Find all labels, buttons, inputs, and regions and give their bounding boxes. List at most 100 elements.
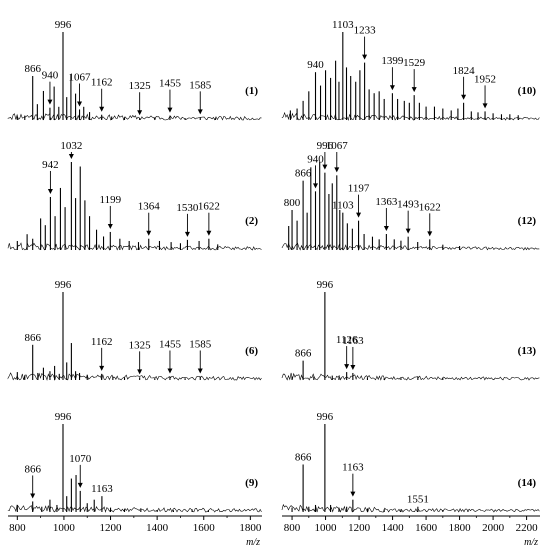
tick-label: 1400 [382, 522, 405, 534]
left-x-axis: 800 1000 1200 1400 1600 1800 m/z [8, 515, 262, 548]
tick-label: 2200 [516, 522, 539, 534]
peak-arrowhead [313, 183, 319, 189]
peak-label: 1067 [69, 71, 92, 83]
peak-label: 1455 [159, 78, 182, 90]
peak-label: 1197 [348, 183, 370, 195]
peak-label: 1364 [138, 201, 161, 213]
peak-label: 1551 [407, 494, 429, 506]
peak-label: 996 [55, 19, 72, 31]
right-x-axis: 800 1000 1200 1400 1600 1800 2000 2200 m/z [282, 515, 540, 548]
panel-label: (14) [518, 477, 537, 489]
peak-arrowhead [30, 493, 36, 499]
peak-label: 1824 [453, 65, 476, 77]
peak-arrowhead [197, 368, 203, 374]
tick-label: 1000 [315, 522, 338, 534]
peak-arrowhead [107, 223, 113, 229]
peak-arrowhead [334, 167, 340, 173]
spectrum-noise-trace [7, 242, 262, 251]
spectrum-panel-1: 866 996 940 1067 1162 1325 1455 1585 (1) [7, 19, 262, 121]
peak-arrowhead [184, 231, 190, 237]
peak-label: 942 [42, 159, 59, 171]
peak-label: 866 [295, 168, 312, 180]
peak-label: 866 [295, 451, 312, 463]
tick-label: 1000 [53, 522, 76, 534]
panel-label: (12) [518, 215, 537, 227]
peak-arrowhead [411, 87, 417, 93]
spectrum-noise-trace [281, 242, 540, 251]
spectrum-panel-9: 996 866 1070 1163 (9) [7, 411, 262, 513]
peak-arrowhead [137, 369, 143, 375]
peak-arrowhead [68, 154, 74, 159]
peak-label: 940 [307, 153, 324, 165]
peak-label: 866 [24, 63, 41, 75]
peak-arrowhead [197, 109, 203, 115]
peak-label: 1163 [91, 483, 113, 495]
tick-label: 1800 [239, 522, 262, 534]
peak-arrowhead [356, 212, 362, 218]
peak-arrowhead [47, 99, 53, 105]
tick-label: 2000 [482, 522, 505, 534]
peak-label: 1585 [189, 79, 212, 91]
peak-label: 1585 [189, 338, 212, 350]
peak-arrowhead [167, 368, 173, 374]
peak-label: 1399 [381, 55, 404, 67]
tick-label: 1200 [348, 522, 371, 534]
spectrum-noise-trace [281, 372, 540, 381]
peak-label: 996 [317, 279, 334, 291]
peak-label: 866 [24, 463, 41, 475]
tick-label: 800 [9, 522, 26, 534]
peak-arrowhead [344, 364, 350, 370]
axis-unit: m/z [524, 537, 538, 548]
peak-arrowhead [99, 365, 105, 371]
panel-label: (1) [245, 85, 258, 97]
peak-arrowhead [47, 188, 53, 194]
peak-label: 1067 [326, 140, 349, 152]
peak-label: 866 [295, 348, 312, 360]
peak-label: 1493 [397, 199, 420, 211]
panel-label: (9) [245, 477, 258, 489]
peak-label: 1162 [91, 336, 113, 348]
peak-arrowhead [137, 110, 143, 116]
peak-label: 996 [317, 411, 334, 423]
peak-arrowhead [427, 231, 433, 237]
peak-label: 800 [284, 197, 301, 209]
peak-label: 1529 [403, 57, 426, 69]
peak-arrowhead [206, 230, 212, 236]
peak-label: 996 [317, 140, 334, 152]
peak-label: 1126 [336, 334, 358, 346]
tick-label: 1800 [449, 522, 472, 534]
peak-arrowhead [77, 101, 83, 107]
tick-label: 1600 [415, 522, 438, 534]
spectrum-panel-14: 996 866 1163 1551 (14) [281, 411, 540, 513]
peak-arrowhead [461, 94, 467, 100]
peak-arrowhead [322, 164, 328, 170]
peak-label: 1455 [159, 338, 182, 350]
peak-label: 1622 [419, 201, 441, 213]
panel-label: (13) [518, 345, 537, 357]
peak-label: 1199 [100, 194, 122, 206]
peak-label: 996 [55, 279, 72, 291]
tick-label: 1400 [146, 522, 169, 534]
spectrum-noise-trace [7, 372, 262, 381]
tick-label: 1600 [193, 522, 216, 534]
peak-arrowhead [383, 226, 389, 231]
peak-label: 940 [307, 59, 324, 71]
tick-label: 1200 [100, 522, 123, 534]
peak-label: 1233 [354, 25, 377, 37]
peak-arrowhead [350, 364, 356, 370]
axis-unit: m/z [246, 537, 260, 548]
tick-label: 800 [284, 522, 301, 534]
peak-label: 1325 [129, 80, 152, 92]
peak-label: 940 [42, 70, 59, 82]
peak-arrowhead [99, 106, 105, 112]
peak-label: 1032 [60, 140, 82, 152]
peak-label: 1163 [342, 335, 364, 347]
peak-label: 1103 [332, 19, 354, 31]
peak-arrowhead [389, 85, 395, 91]
peak-arrowhead [405, 228, 411, 234]
